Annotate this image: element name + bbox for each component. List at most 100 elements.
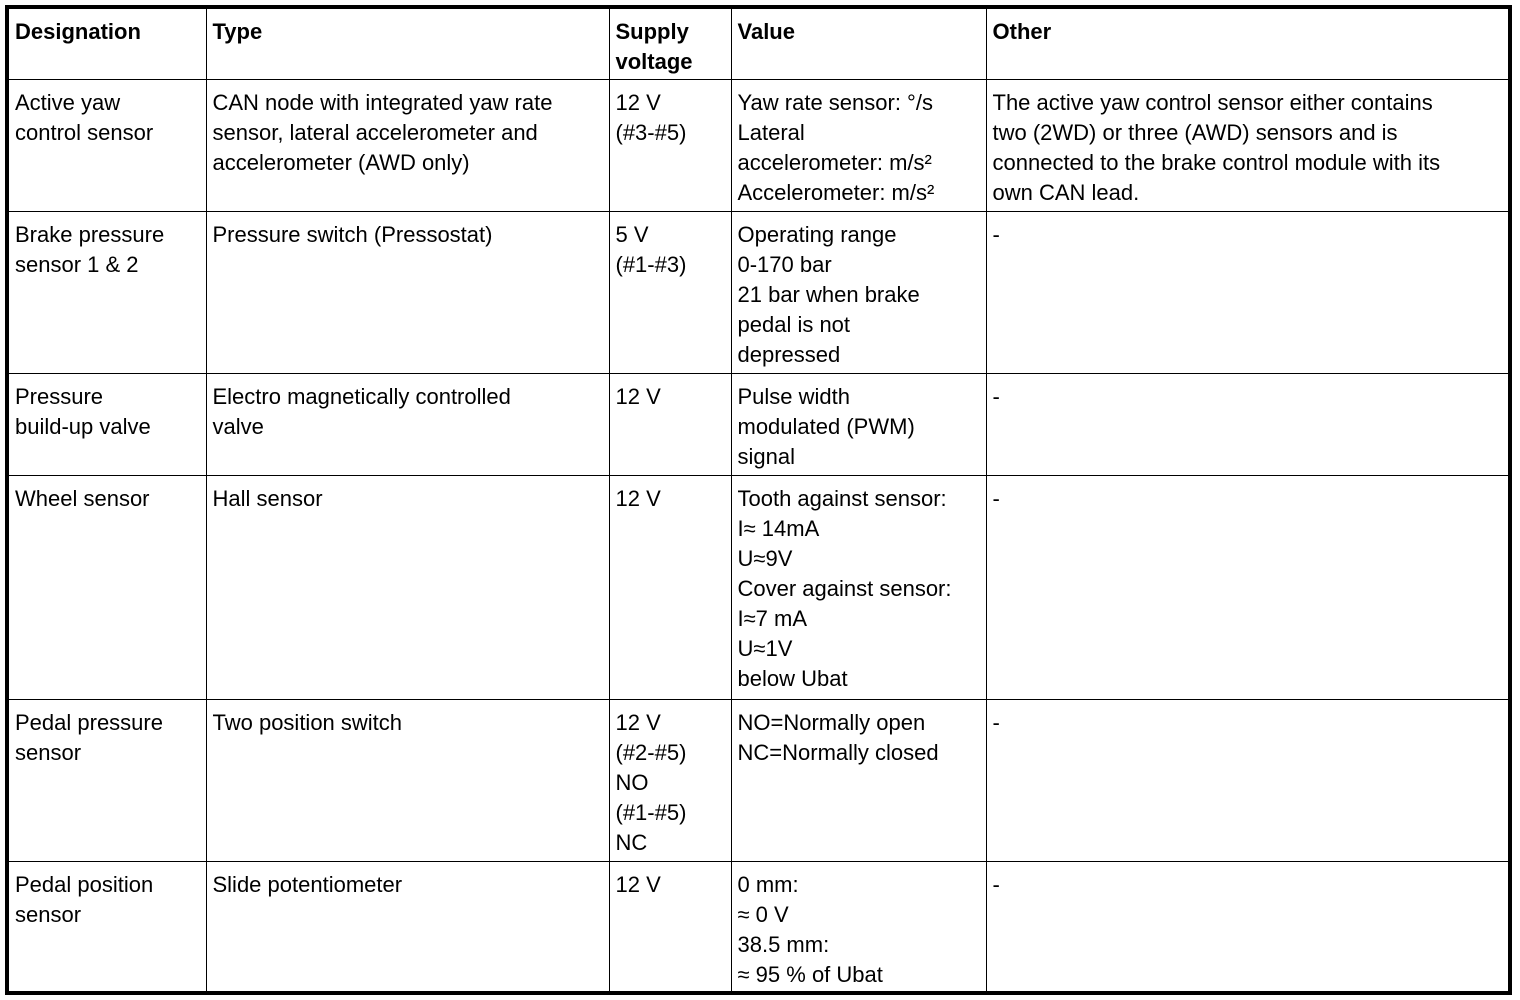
cell-text-line: depressed	[737, 341, 841, 367]
cell-text-line: Operating range	[737, 221, 897, 247]
cell-text-line: -	[992, 485, 1000, 511]
cell-text-line: sensor	[15, 739, 82, 765]
cell-type: Hall sensor	[205, 474, 610, 700]
cell-text-line: Slide potentiometer	[212, 871, 403, 897]
sensor-spec-table: Designation Type Supply voltage Value Other A…	[5, 5, 1512, 995]
cell-text-line: connected to the brake control module wi…	[992, 149, 1441, 175]
cell-text-line: Pulse width	[737, 383, 851, 409]
cell-text-line: NC	[615, 829, 648, 855]
cell-text-line: Two position switch	[212, 709, 403, 735]
cell-text-line: -	[992, 871, 1000, 897]
cell-text-line: 38.5 mm:	[737, 931, 830, 957]
cell-other: -	[985, 474, 1511, 700]
cell-text-line: Electro magnetically controlled	[212, 383, 511, 409]
cell-value: Tooth against sensor: I≈ 14mA U≈9V Cover ag…	[730, 474, 987, 700]
cell-text-line: Pressure switch (Pressostat)	[212, 221, 493, 247]
cell-type: Two position switch	[205, 698, 610, 862]
cell-designation: Wheel sensor	[6, 474, 207, 700]
cell-text-line: control sensor	[15, 119, 154, 145]
cell-text-line: Accelerometer: m/s²	[737, 179, 935, 205]
cell-text-line: valve	[212, 413, 264, 439]
cell-text-line: modulated (PWM)	[737, 413, 915, 439]
cell-supply-voltage: 5 V (#1-#3)	[608, 210, 732, 374]
cell-text-line: CAN node with integrated yaw rate	[212, 89, 553, 115]
cell-text-line: Active yaw	[15, 89, 121, 115]
cell-text-line: Wheel sensor	[15, 485, 150, 511]
cell-text-line: U≈1V	[737, 635, 793, 661]
cell-other: -	[985, 210, 1511, 374]
cell-text-line: Other	[992, 19, 1052, 44]
cell-text-line: below Ubat	[737, 665, 848, 691]
cell-text-line: own CAN lead.	[992, 179, 1140, 205]
cell-text-line: Hall sensor	[212, 485, 323, 511]
cell-value: Pulse width modulated (PWM) signal	[730, 372, 987, 476]
cell-text-line: Brake pressure	[15, 221, 165, 247]
cell-text-line: (#3-#5)	[615, 119, 687, 145]
cell-text-line: ≈ 95 % of Ubat	[737, 961, 883, 987]
cell-designation: Pedal position sensor	[6, 860, 207, 994]
cell-text-line: 12 V	[615, 383, 661, 409]
cell-text-line: sensor, lateral accelerometer and	[212, 119, 538, 145]
cell-text-line: Supply	[615, 19, 689, 44]
cell-supply-voltage: 12 V (#2-#5) NO (#1-#5) NC	[608, 698, 732, 862]
cell-type: Electro magnetically controlled valve	[205, 372, 610, 476]
cell-text-line: Pressure	[15, 383, 104, 409]
table-row: Pedal position sensor Slide potentiometer 1…	[6, 860, 1511, 994]
cell-other: -	[985, 860, 1511, 994]
cell-text-line: Pedal pressure	[15, 709, 163, 735]
column-header-designation: Designation	[6, 6, 207, 80]
cell-text-line: accelerometer (AWD only)	[212, 149, 470, 175]
cell-designation: Brake pressure sensor 1 & 2	[6, 210, 207, 374]
cell-text-line: accelerometer: m/s²	[737, 149, 932, 175]
table-row: Active yaw control sensor CAN node with in…	[6, 78, 1511, 212]
cell-text-line: Designation	[15, 19, 141, 44]
cell-text-line: Yaw rate sensor: °/s	[737, 89, 933, 115]
cell-text-line: (#2-#5)	[615, 739, 687, 765]
cell-text-line: NO	[615, 769, 649, 795]
cell-text-line: I≈ 14mA	[737, 515, 820, 541]
cell-text-line: The active yaw control sensor either con…	[992, 89, 1433, 115]
cell-text-line: 21 bar when brake	[737, 281, 920, 307]
cell-text-line: 12 V	[615, 871, 661, 897]
cell-text-line: 12 V	[615, 485, 661, 511]
cell-type: Pressure switch (Pressostat)	[205, 210, 610, 374]
cell-text-line: voltage	[615, 49, 693, 74]
cell-text-line: 0 mm:	[737, 871, 799, 897]
cell-text-line: 0-170 bar	[737, 251, 832, 277]
cell-other: -	[985, 698, 1511, 862]
table-row: Brake pressure sensor 1 & 2 Pressure switc…	[6, 210, 1511, 374]
cell-text-line: 5 V	[615, 221, 649, 247]
cell-text-line: ≈ 0 V	[737, 901, 789, 927]
cell-text-line: U≈9V	[737, 545, 793, 571]
column-header-value: Value	[730, 6, 987, 80]
cell-text-line: sensor	[15, 901, 82, 927]
cell-value: NO=Normally open NC=Normally closed	[730, 698, 987, 862]
cell-text-line: Type	[212, 19, 263, 44]
cell-other: The active yaw control sensor either con…	[985, 78, 1511, 212]
cell-text-line: 12 V	[615, 89, 661, 115]
cell-supply-voltage: 12 V (#3-#5)	[608, 78, 732, 212]
column-header-other: Other	[985, 6, 1511, 80]
cell-text-line: NC=Normally closed	[737, 739, 939, 765]
cell-text-line: -	[992, 221, 1000, 247]
cell-supply-voltage: 12 V	[608, 372, 732, 476]
table-row: Wheel sensor Hall sensor 12 V Tooth against…	[6, 474, 1511, 700]
cell-text-line: Tooth against sensor:	[737, 485, 947, 511]
cell-value: Operating range 0-170 bar 21 bar when brak…	[730, 210, 987, 374]
cell-supply-voltage: 12 V	[608, 860, 732, 994]
cell-text-line: NO=Normally open	[737, 709, 926, 735]
cell-text-line: (#1-#5)	[615, 799, 687, 825]
cell-text-line: (#1-#3)	[615, 251, 687, 277]
cell-text-line: -	[992, 383, 1000, 409]
cell-text-line: Cover against sensor:	[737, 575, 952, 601]
cell-text-line: -	[992, 709, 1000, 735]
cell-designation: Pedal pressure sensor	[6, 698, 207, 862]
cell-other: -	[985, 372, 1511, 476]
cell-text-line: pedal is not	[737, 311, 851, 337]
cell-text-line: 12 V	[615, 709, 661, 735]
column-header-type: Type	[205, 6, 610, 80]
cell-text-line: signal	[737, 443, 795, 469]
cell-text-line: sensor 1 & 2	[15, 251, 139, 277]
cell-type: CAN node with integrated yaw rate sensor,…	[205, 78, 610, 212]
cell-text-line: Pedal position	[15, 871, 154, 897]
